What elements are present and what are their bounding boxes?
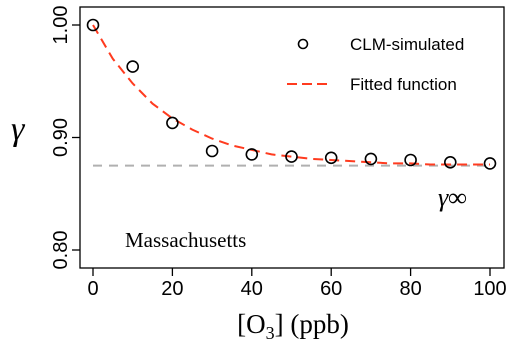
x-axis-label: [O3] (ppb) <box>237 309 349 343</box>
x-axis-label-tail: ] (ppb) <box>275 309 349 339</box>
clm-point <box>245 148 259 161</box>
legend-label-fit: Fitted function <box>350 75 457 94</box>
clm-point <box>443 156 457 169</box>
x-tick-label: 20 <box>161 278 183 300</box>
clm-point <box>166 116 179 130</box>
clm-point <box>324 151 338 165</box>
x-axis-label-subscript: 3 <box>266 323 275 343</box>
clm-point <box>285 150 298 163</box>
x-tick-label: 60 <box>320 278 342 300</box>
y-tick-label: 1.00 <box>50 6 72 45</box>
y-axis-ticks: 0.80 0.90 1.00 <box>50 6 80 270</box>
y-axis-label: γ <box>11 111 26 148</box>
legend-point-marker <box>297 38 309 50</box>
x-axis-label-main: [O <box>237 309 266 339</box>
region-annotation: Massachusetts <box>125 228 246 252</box>
legend-label-clm: CLM-simulated <box>350 35 464 54</box>
clm-points <box>86 18 497 170</box>
y-tick-label: 0.90 <box>50 118 72 157</box>
x-tick-label: 0 <box>87 278 98 300</box>
clm-point <box>483 157 497 170</box>
asymptote-label: γ∞ <box>438 183 467 212</box>
clm-point <box>86 18 100 32</box>
legend: CLM-simulated Fitted function <box>287 35 464 94</box>
x-tick-label: 40 <box>241 278 263 300</box>
x-tick-label: 80 <box>399 278 421 300</box>
x-axis-ticks: 0 20 40 60 80 100 <box>87 268 507 300</box>
clm-point <box>404 153 417 167</box>
clm-point <box>126 60 139 73</box>
x-tick-label: 100 <box>473 278 506 300</box>
y-tick-label: 0.80 <box>50 231 72 270</box>
clm-point <box>364 152 378 166</box>
clm-point <box>205 144 219 158</box>
